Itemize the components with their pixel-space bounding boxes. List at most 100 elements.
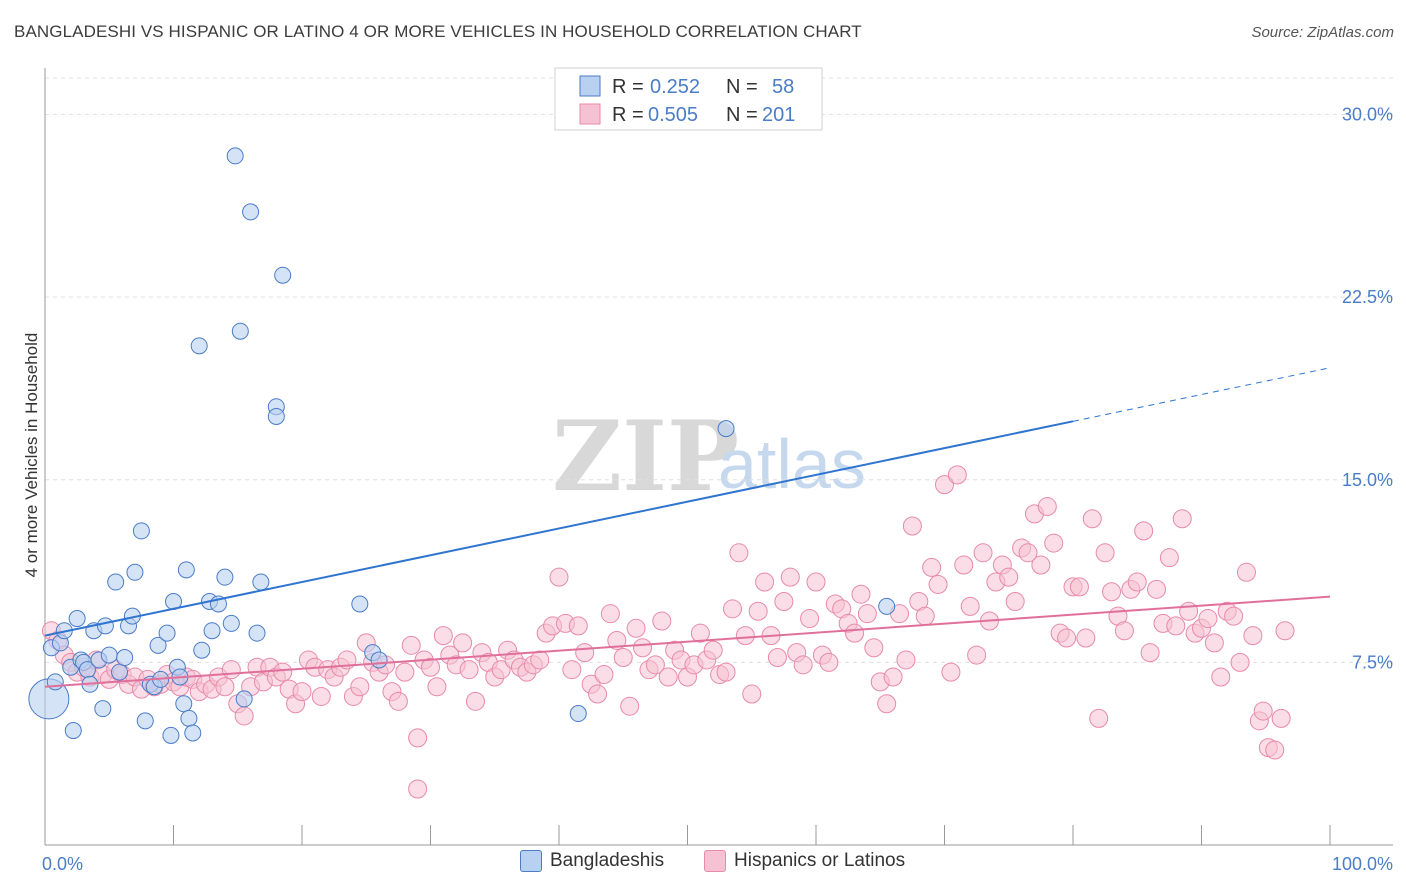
legend-n-value: 201 bbox=[762, 104, 795, 126]
hispanic-point bbox=[1076, 628, 1096, 648]
x-tick-label: 0.0% bbox=[42, 854, 83, 874]
hispanic-point bbox=[806, 572, 826, 592]
hispanic-point bbox=[1069, 577, 1089, 597]
hispanic-point bbox=[902, 516, 922, 536]
hispanic-point bbox=[1005, 592, 1025, 612]
bangladeshi-point bbox=[46, 673, 64, 691]
hispanic-point bbox=[735, 626, 755, 646]
hispanic-point bbox=[613, 648, 633, 668]
hispanic-point bbox=[408, 779, 428, 799]
hispanic-point bbox=[896, 650, 916, 670]
hispanic-point bbox=[864, 638, 884, 658]
bangladeshi-point bbox=[226, 147, 244, 165]
bangladeshi-trend-line bbox=[44, 420, 1074, 637]
hispanic-point bbox=[780, 567, 800, 587]
legend-swatch-pink bbox=[579, 103, 601, 125]
bangladeshi-point bbox=[235, 690, 253, 708]
hispanic-point bbox=[1140, 643, 1160, 663]
hispanic-point bbox=[857, 604, 877, 624]
hispanic-point bbox=[845, 623, 865, 643]
hispanic-point bbox=[658, 667, 678, 687]
hispanic-point bbox=[716, 662, 736, 682]
bottom-legend-label: Hispanics or Latinos bbox=[734, 850, 906, 871]
legend-n-label: N = bbox=[726, 104, 758, 126]
bangladeshi-point bbox=[190, 337, 208, 355]
bangladeshi-point bbox=[111, 663, 129, 681]
bangladeshi-point bbox=[107, 573, 125, 591]
bangladeshi-point bbox=[248, 624, 266, 642]
hispanic-point bbox=[1275, 621, 1295, 641]
bangladeshi-point bbox=[132, 522, 150, 540]
bangladeshi-point bbox=[193, 641, 211, 659]
hispanic-point bbox=[465, 691, 485, 711]
hispanic-point bbox=[1057, 628, 1077, 648]
bangladeshi-point bbox=[94, 700, 112, 718]
hispanic-point bbox=[947, 465, 967, 485]
hispanic-points bbox=[41, 465, 1295, 799]
hispanic-point bbox=[1102, 582, 1122, 602]
bangladeshi-point bbox=[177, 561, 195, 579]
y-tick-label: 22.5% bbox=[1342, 287, 1393, 307]
hispanic-point bbox=[1211, 667, 1231, 687]
hispanic-point bbox=[690, 623, 710, 643]
hispanic-point bbox=[1230, 652, 1250, 672]
hispanic-point bbox=[1127, 572, 1147, 592]
bangladeshi-point bbox=[126, 563, 144, 581]
bangladeshi-point bbox=[267, 407, 285, 425]
hispanic-point bbox=[748, 601, 768, 621]
hispanic-point bbox=[928, 574, 948, 594]
hispanic-point bbox=[1166, 616, 1186, 636]
hispanic-point bbox=[620, 696, 640, 716]
bangladeshi-point bbox=[222, 614, 240, 632]
hispanic-point bbox=[973, 543, 993, 563]
bangladeshi-point bbox=[68, 610, 86, 628]
hispanic-point bbox=[1198, 609, 1218, 629]
hispanic-point bbox=[215, 677, 235, 697]
hispanic-point bbox=[1253, 701, 1273, 721]
hispanic-point bbox=[1204, 633, 1224, 653]
bangladeshi-points bbox=[28, 147, 896, 744]
hispanic-point bbox=[421, 657, 440, 677]
hispanic-point bbox=[883, 667, 903, 687]
hispanic-point bbox=[954, 555, 974, 575]
legend-n-value: 58 bbox=[772, 76, 794, 98]
hispanic-point bbox=[568, 616, 588, 636]
hispanic-point bbox=[1224, 606, 1244, 626]
hispanic-point bbox=[935, 475, 954, 495]
y-tick-label: 7.5% bbox=[1352, 652, 1393, 672]
bangladeshi-point bbox=[116, 649, 134, 667]
hispanic-point bbox=[1172, 509, 1192, 529]
bottom-legend-swatch-pink bbox=[704, 850, 726, 872]
bangladeshi-point bbox=[203, 622, 221, 640]
hispanic-point bbox=[819, 652, 839, 672]
hispanic-point bbox=[1089, 708, 1109, 728]
bangladeshi-point bbox=[252, 573, 270, 591]
hispanic-point bbox=[652, 611, 672, 631]
bangladeshi-point bbox=[274, 266, 292, 284]
hispanic-point bbox=[999, 567, 1019, 587]
bangladeshi-point bbox=[878, 597, 896, 615]
hispanic-point bbox=[562, 660, 582, 680]
x-tick-label: 100.0% bbox=[1332, 854, 1393, 874]
hispanic-point bbox=[1082, 509, 1102, 529]
bangladeshi-point bbox=[351, 595, 369, 613]
legend-box: R = 0.252 N = 58 R = 0.505 N = 201 bbox=[554, 67, 823, 131]
y-axis-title: 4 or more Vehicles in Household bbox=[22, 333, 41, 578]
hispanic-point bbox=[453, 633, 473, 653]
hispanic-point bbox=[1236, 562, 1256, 582]
chart-title: BANGLADESHI VS HISPANIC OR LATINO 4 OR M… bbox=[14, 22, 862, 41]
hispanic-point bbox=[645, 655, 665, 675]
bottom-legend-label: Bangladeshis bbox=[550, 850, 665, 871]
hispanic-point bbox=[922, 557, 942, 577]
hispanic-point bbox=[607, 630, 627, 650]
bottom-legend-item-hispanics: Hispanics or Latinos bbox=[704, 850, 905, 872]
legend-r-value: 0.505 bbox=[648, 104, 698, 126]
hispanic-point bbox=[915, 606, 935, 626]
bottom-legend-item-bangladeshis: Bangladeshis bbox=[520, 850, 664, 872]
hispanic-point bbox=[722, 599, 742, 619]
hispanic-point bbox=[1179, 601, 1199, 621]
hispanic-point bbox=[851, 584, 871, 604]
hispanic-point bbox=[395, 662, 415, 682]
hispanic-point bbox=[491, 660, 511, 680]
